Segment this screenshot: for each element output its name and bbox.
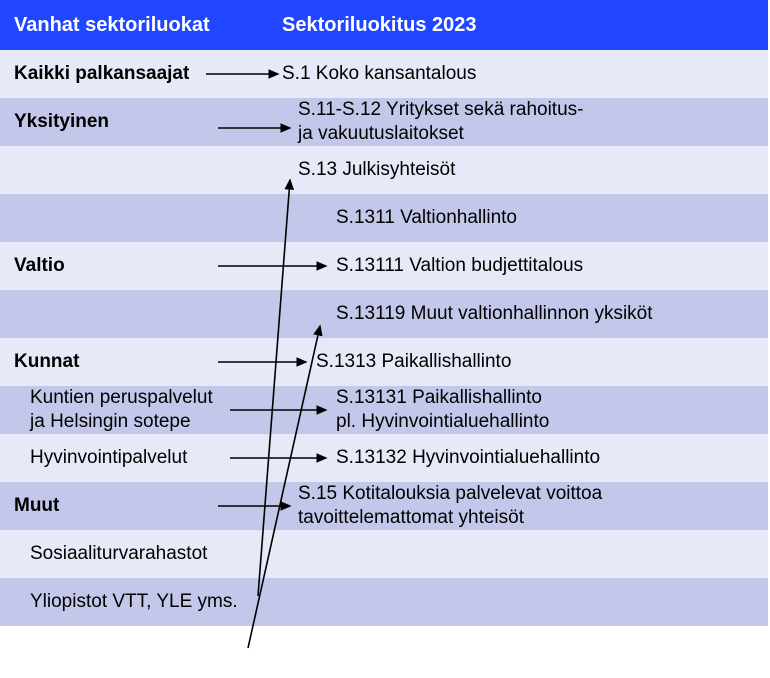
- left-cell: Yksityinen: [14, 98, 268, 146]
- right-cell: [282, 530, 768, 578]
- left-cell: Kaikki palkansaajat: [14, 50, 268, 98]
- column-header-right: Sektoriluokitus 2023: [268, 0, 768, 50]
- right-cell: S.13119 Muut valtionhallinnon yksiköt: [336, 290, 768, 338]
- right-cell: S.13111 Valtion budjettitalous: [336, 242, 768, 290]
- right-cell: S.1311 Valtionhallinto: [336, 194, 768, 242]
- left-cell: Muut: [14, 482, 268, 530]
- column-header-left: Vanhat sektoriluokat: [0, 0, 268, 50]
- left-cell: [14, 146, 268, 194]
- right-cell: S.13132 Hyvinvointialuehallinto: [336, 434, 768, 482]
- left-cell: Yliopistot VTT, YLE yms.: [30, 578, 268, 626]
- right-cell: S.13131 Paikallishallintopl. Hyvinvointi…: [336, 386, 768, 434]
- left-cell: [14, 290, 268, 338]
- left-cell: Kuntien peruspalvelutja Helsingin sotepe: [30, 386, 268, 434]
- left-cell: Valtio: [14, 242, 268, 290]
- right-cell: S.1 Koko kansantalous: [282, 50, 768, 98]
- right-cell: S.11-S.12 Yritykset sekä rahoitus-ja vak…: [298, 98, 768, 146]
- left-cell: [14, 194, 268, 242]
- left-cell: Hyvinvointipalvelut: [30, 434, 268, 482]
- right-cell: S.15 Kotitalouksia palvelevat voittoatav…: [298, 482, 768, 530]
- left-cell: Sosiaaliturvarahastot: [30, 530, 268, 578]
- left-cell: Kunnat: [14, 338, 268, 386]
- right-cell: S.1313 Paikallishallinto: [316, 338, 768, 386]
- right-cell: S.13 Julkisyhteisöt: [298, 146, 768, 194]
- right-cell: [282, 578, 768, 626]
